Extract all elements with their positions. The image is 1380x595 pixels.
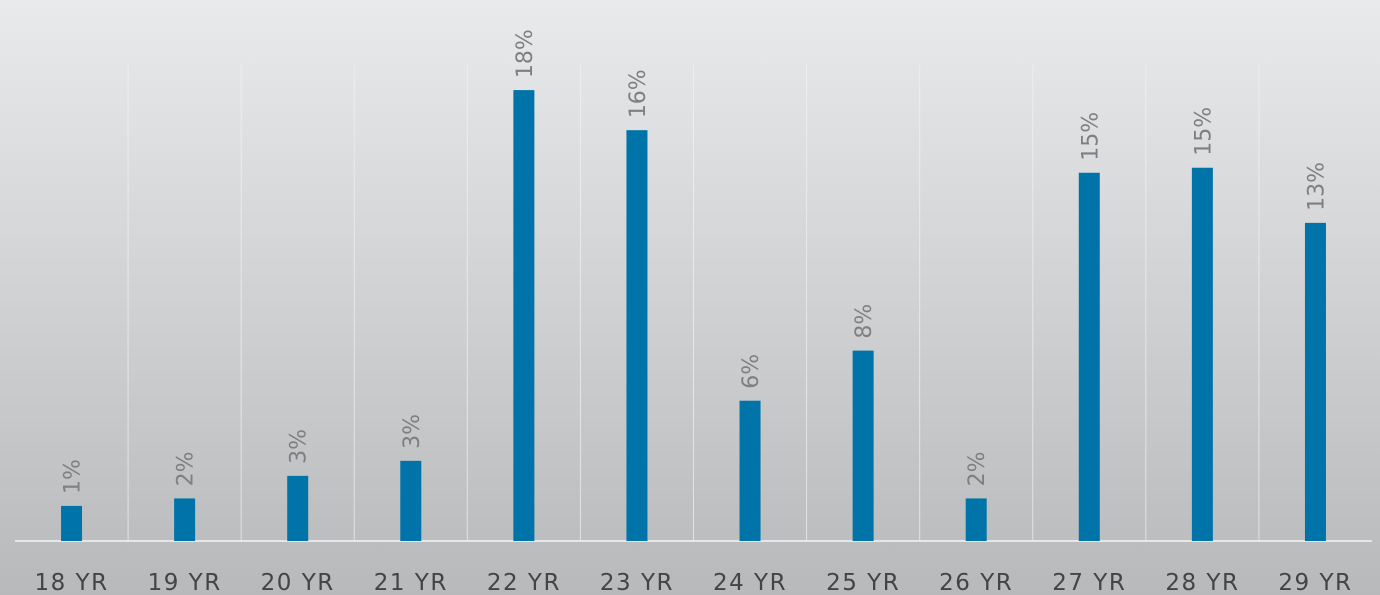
value-label: 15% — [1078, 112, 1103, 161]
category-label: 19 YR — [148, 570, 222, 595]
value-label: 1% — [61, 459, 86, 494]
category-label: 29 YR — [1278, 570, 1352, 595]
bar — [513, 90, 535, 541]
bar — [1078, 172, 1100, 541]
value-label: 2% — [174, 452, 199, 487]
bar — [626, 130, 648, 541]
value-label: 16% — [626, 69, 651, 118]
category-label: 27 YR — [1052, 570, 1126, 595]
value-label: 8% — [852, 304, 877, 339]
value-label: 3% — [400, 414, 425, 449]
bar — [1304, 222, 1326, 542]
category-label: 22 YR — [487, 570, 561, 595]
category-label: 18 YR — [34, 570, 108, 595]
category-label: 26 YR — [939, 570, 1013, 595]
category-label: 23 YR — [600, 570, 674, 595]
value-label: 18% — [513, 29, 538, 78]
category-label: 20 YR — [261, 570, 335, 595]
category-label: 25 YR — [826, 570, 900, 595]
category-label: 28 YR — [1165, 570, 1239, 595]
bar — [174, 498, 196, 541]
category-label: 24 YR — [713, 570, 787, 595]
bar — [739, 400, 761, 541]
category-label: 21 YR — [374, 570, 448, 595]
value-label: 15% — [1191, 107, 1216, 156]
value-label: 3% — [287, 429, 312, 464]
bar — [400, 460, 422, 541]
value-label: 2% — [965, 452, 990, 487]
bar — [852, 350, 874, 541]
bar — [287, 475, 309, 541]
bar — [1191, 167, 1213, 541]
value-label: 6% — [739, 354, 764, 389]
bar — [965, 498, 987, 541]
bar — [61, 505, 83, 541]
value-label: 13% — [1304, 162, 1329, 211]
